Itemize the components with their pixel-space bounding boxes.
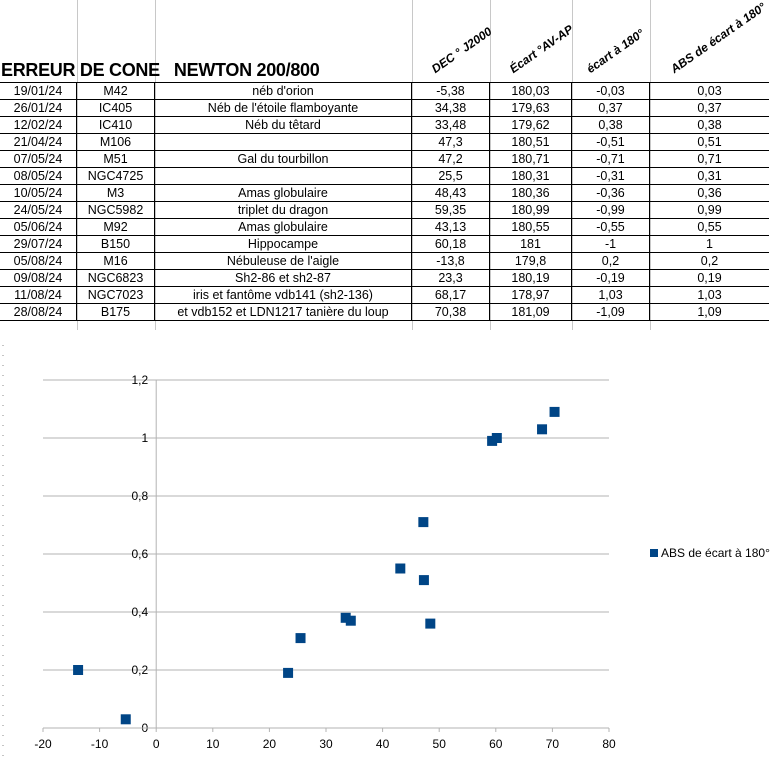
table-cell[interactable]: M16 — [76, 252, 155, 270]
table-cell[interactable]: IC410 — [76, 116, 155, 134]
table-cell[interactable]: 180,51 — [489, 133, 572, 151]
table-row: 07/05/24 M51 Gal du tourbillon 47,2 180,71 -0… — [0, 150, 769, 168]
x-tick-label: 50 — [433, 737, 447, 751]
x-tick-label: 30 — [319, 737, 333, 751]
table-cell[interactable]: Hippocampe — [154, 235, 412, 253]
table-cell[interactable]: 28/08/24 — [0, 303, 77, 321]
table-cell[interactable]: 180,03 — [489, 82, 572, 100]
table-cell[interactable]: 19/01/24 — [0, 82, 77, 100]
table-cell[interactable]: -5,38 — [411, 82, 490, 100]
table-cell[interactable]: -0,99 — [571, 201, 650, 219]
sheet-title: ERREUR DE CONE NEWTON 200/800 — [1, 60, 320, 80]
data-point — [491, 433, 502, 443]
legend-marker — [650, 549, 658, 557]
table-cell[interactable]: 0,2 — [571, 252, 650, 270]
y-tick-label: 0,6 — [132, 547, 149, 561]
table-cell[interactable]: 179,63 — [489, 99, 572, 117]
y-tick-label: 1 — [142, 431, 149, 445]
y-tick-label: 0,2 — [132, 663, 149, 677]
data-point — [345, 615, 356, 626]
table-cell[interactable]: 179,62 — [489, 116, 572, 134]
data-point — [537, 424, 548, 435]
table-cell[interactable]: -0,51 — [571, 133, 650, 151]
table-cell[interactable]: néb d'orion — [154, 82, 412, 100]
table-cell[interactable]: 12/02/24 — [0, 116, 77, 134]
table-cell[interactable]: 1,09 — [649, 303, 769, 321]
table-row: 28/08/24 B175 et vdb152 et LDN1217 tanière… — [0, 303, 769, 321]
x-tick-label: 40 — [376, 737, 390, 751]
data-point — [283, 667, 294, 678]
table-cell[interactable]: et vdb152 et LDN1217 tanière du loup — [154, 303, 412, 321]
data-point — [395, 563, 406, 574]
y-tick-label: 0,8 — [132, 489, 149, 503]
data-point — [425, 618, 436, 629]
data-point — [120, 714, 131, 725]
data-point — [418, 575, 429, 586]
data-point — [418, 517, 429, 528]
data-point — [73, 665, 84, 675]
table-cell[interactable]: M92 — [76, 218, 155, 236]
table-cell[interactable]: 180,19 — [489, 269, 572, 287]
x-tick-label: -20 — [34, 737, 52, 751]
table-cell[interactable]: NGC7023 — [76, 286, 155, 304]
table-cell[interactable]: 11/08/24 — [0, 286, 77, 304]
table-cell[interactable]: 09/08/24 — [0, 269, 77, 287]
x-tick-label: 80 — [602, 737, 616, 751]
table-cell[interactable]: 24/05/24 — [0, 201, 77, 219]
x-tick-label: -10 — [91, 737, 109, 751]
table-row: 08/05/24 NGC4725 25,5 180,31 -0,31 0,31 — [0, 167, 769, 185]
table-cell[interactable]: 48,43 — [411, 184, 490, 202]
table-cell[interactable]: B175 — [76, 303, 155, 321]
y-tick-label: 1,2 — [132, 373, 149, 387]
x-tick-label: 10 — [206, 737, 220, 751]
table-cell[interactable]: 0,71 — [649, 150, 769, 168]
table-cell[interactable]: -1,09 — [571, 303, 650, 321]
data-table: 19/01/24 M42 néb d'orion -5,38 180,03 -0,03 0,… — [0, 82, 769, 321]
table-cell[interactable]: 05/06/24 — [0, 218, 77, 236]
table-row: 05/06/24 M92 Amas globulaire 43,13 180,55 -0,… — [0, 218, 769, 236]
x-tick-label: 60 — [489, 737, 503, 751]
table-cell[interactable]: 08/05/24 — [0, 167, 77, 185]
table-cell[interactable]: -0,55 — [571, 218, 650, 236]
table-row: 21/04/24 M106 47,3 180,51 -0,51 0,51 — [0, 133, 769, 151]
table-cell[interactable]: 180,31 — [489, 167, 572, 185]
data-point — [549, 406, 560, 417]
table-cell[interactable]: 21/04/24 — [0, 133, 77, 151]
data-point — [295, 633, 306, 644]
data-point — [340, 612, 351, 623]
table-cell[interactable]: 1,03 — [649, 286, 769, 304]
table-cell[interactable]: 68,17 — [411, 286, 490, 304]
table-cell[interactable]: iris et fantôme vdb141 (sh2-136) — [154, 286, 412, 304]
table-cell[interactable]: 0,37 — [571, 99, 650, 117]
legend-label: ABS de écart à 180° — [661, 546, 770, 560]
y-tick-label: 0,4 — [132, 605, 149, 619]
table-cell[interactable]: 181,09 — [489, 303, 572, 321]
table-row: 29/07/24 B150 Hippocampe 60,18 181 -1 1 — [0, 235, 769, 253]
table-cell[interactable]: 70,38 — [411, 303, 490, 321]
x-tick-label: 20 — [263, 737, 277, 751]
x-tick-label: 0 — [153, 737, 160, 751]
x-tick-label: 70 — [546, 737, 560, 751]
table-row: 19/01/24 M42 néb d'orion -5,38 180,03 -0,03 0,… — [0, 82, 769, 100]
table-cell[interactable]: M106 — [76, 133, 155, 151]
